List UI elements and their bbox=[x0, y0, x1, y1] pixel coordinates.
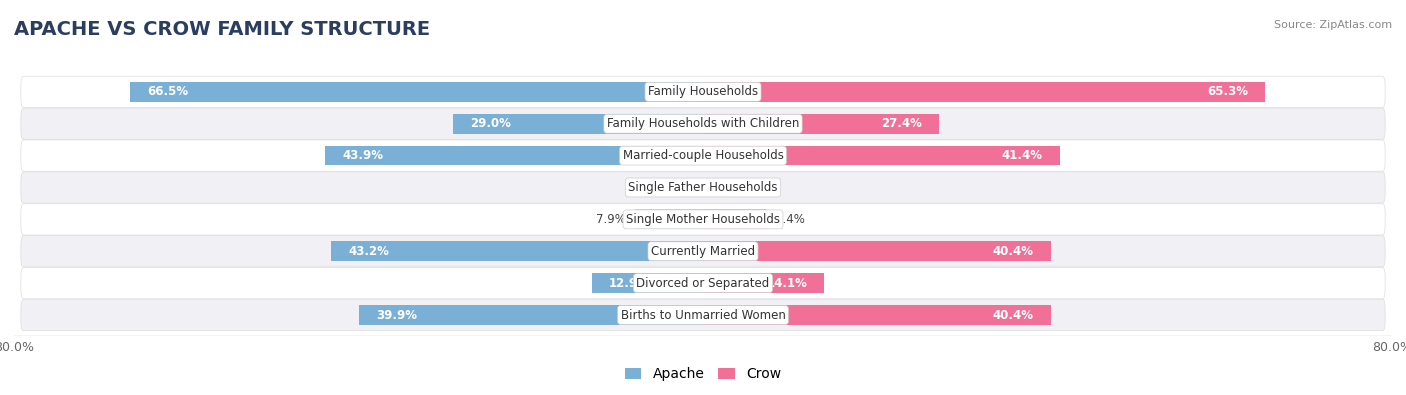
Text: Divorced or Separated: Divorced or Separated bbox=[637, 276, 769, 290]
Text: Single Mother Households: Single Mother Households bbox=[626, 213, 780, 226]
Text: 2.8%: 2.8% bbox=[641, 181, 671, 194]
Text: 43.9%: 43.9% bbox=[342, 149, 384, 162]
Text: Single Father Households: Single Father Households bbox=[628, 181, 778, 194]
Text: Source: ZipAtlas.com: Source: ZipAtlas.com bbox=[1274, 20, 1392, 30]
Text: 39.9%: 39.9% bbox=[377, 308, 418, 322]
Bar bbox=[592, 273, 703, 293]
Text: 7.9%: 7.9% bbox=[596, 213, 626, 226]
Text: 41.4%: 41.4% bbox=[1001, 149, 1042, 162]
FancyBboxPatch shape bbox=[21, 140, 1385, 171]
Bar bbox=[703, 241, 1050, 261]
Text: Family Households: Family Households bbox=[648, 85, 758, 98]
Text: Births to Unmarried Women: Births to Unmarried Women bbox=[620, 308, 786, 322]
Bar bbox=[330, 241, 703, 261]
Bar bbox=[703, 305, 1050, 325]
Text: 3.5%: 3.5% bbox=[742, 181, 772, 194]
FancyBboxPatch shape bbox=[21, 267, 1385, 299]
Text: Currently Married: Currently Married bbox=[651, 245, 755, 258]
Text: 27.4%: 27.4% bbox=[882, 117, 922, 130]
Text: Married-couple Households: Married-couple Households bbox=[623, 149, 783, 162]
Text: 40.4%: 40.4% bbox=[993, 245, 1033, 258]
Bar bbox=[703, 209, 766, 229]
Bar bbox=[325, 146, 703, 166]
Bar bbox=[453, 114, 703, 134]
FancyBboxPatch shape bbox=[21, 299, 1385, 331]
Text: 66.5%: 66.5% bbox=[148, 85, 188, 98]
Text: 40.4%: 40.4% bbox=[993, 308, 1033, 322]
Bar bbox=[703, 146, 1060, 166]
FancyBboxPatch shape bbox=[21, 108, 1385, 139]
Bar bbox=[703, 178, 733, 198]
Text: 12.9%: 12.9% bbox=[609, 276, 650, 290]
FancyBboxPatch shape bbox=[21, 172, 1385, 203]
Bar bbox=[703, 82, 1265, 102]
FancyBboxPatch shape bbox=[21, 236, 1385, 267]
FancyBboxPatch shape bbox=[21, 204, 1385, 235]
Legend: Apache, Crow: Apache, Crow bbox=[619, 362, 787, 387]
Text: 29.0%: 29.0% bbox=[471, 117, 512, 130]
Bar bbox=[703, 114, 939, 134]
Bar bbox=[703, 273, 824, 293]
Bar bbox=[131, 82, 703, 102]
Bar bbox=[679, 178, 703, 198]
Bar bbox=[636, 209, 703, 229]
FancyBboxPatch shape bbox=[21, 76, 1385, 107]
Text: 43.2%: 43.2% bbox=[349, 245, 389, 258]
Text: 14.1%: 14.1% bbox=[766, 276, 807, 290]
Text: APACHE VS CROW FAMILY STRUCTURE: APACHE VS CROW FAMILY STRUCTURE bbox=[14, 20, 430, 39]
Text: 65.3%: 65.3% bbox=[1208, 85, 1249, 98]
Text: 7.4%: 7.4% bbox=[775, 213, 806, 226]
Bar bbox=[360, 305, 703, 325]
Text: Family Households with Children: Family Households with Children bbox=[607, 117, 799, 130]
